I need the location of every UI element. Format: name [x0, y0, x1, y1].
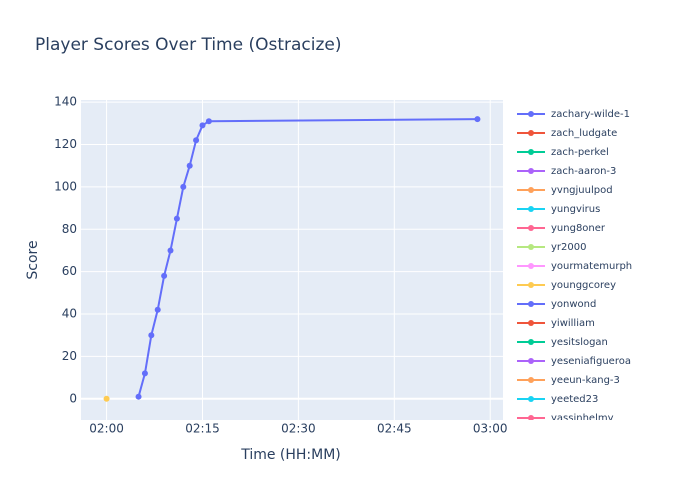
legend-marker	[528, 339, 534, 345]
y-tick-label: 140	[54, 95, 77, 109]
legend-marker	[528, 301, 534, 307]
y-tick-label: 20	[62, 349, 77, 363]
chart-title: Player Scores Over Time (Ostracize)	[35, 35, 342, 55]
legend-label: younggcorey	[551, 280, 616, 291]
point	[186, 162, 193, 169]
legend-label: zach-perkel	[551, 147, 609, 158]
point	[180, 183, 187, 190]
legend-marker	[528, 130, 534, 136]
point	[474, 116, 481, 123]
x-tick-label: 03:00	[473, 422, 508, 436]
legend-marker	[528, 225, 534, 231]
point	[103, 395, 110, 402]
legend-label: yeeun-kang-3	[551, 375, 620, 386]
legend-marker	[528, 244, 534, 250]
legend-marker	[528, 263, 534, 269]
legend-label: zachary-wilde-1	[551, 109, 630, 120]
y-tick-label: 80	[62, 222, 77, 236]
plot-area	[81, 100, 503, 420]
grid: 0 20 40 60 80 100 120 140 02:00 02:15 02:30 02:45 03…	[54, 95, 507, 436]
x-tick-label: 02:45	[377, 422, 412, 436]
legend-label: yung8oner	[551, 223, 606, 234]
legend-label: yungvirus	[551, 204, 600, 215]
y-tick-label: 100	[54, 179, 77, 193]
legend-marker	[528, 358, 534, 364]
point	[135, 393, 142, 400]
plot	[103, 116, 481, 402]
point	[161, 272, 168, 279]
point	[173, 215, 180, 222]
legend-marker	[528, 377, 534, 383]
legend-label: yr2000	[551, 242, 586, 253]
y-tick-label: 0	[69, 391, 77, 405]
legend-label: yonwond	[551, 299, 596, 310]
point	[141, 370, 148, 377]
legend: zachary-wilde-1 zach_ludgate zach-perkel za…	[517, 109, 632, 424]
point	[199, 122, 206, 129]
x-axis-title: Time (HH:MM)	[240, 447, 341, 463]
legend-label: yiwilliam	[551, 318, 595, 329]
legend-marker	[528, 415, 534, 420]
y-tick-label: 60	[62, 264, 77, 278]
legend-label: yesitslogan	[551, 337, 608, 348]
x-tick-label: 02:15	[185, 422, 220, 436]
legend-label: yeeted23	[551, 394, 598, 405]
point	[148, 332, 155, 339]
legend-marker	[528, 206, 534, 212]
y-axis-title: Score	[25, 240, 41, 279]
legend-label: yeseniafigueroa	[551, 356, 631, 367]
legend-marker	[528, 111, 534, 117]
legend-marker	[528, 282, 534, 288]
legend-marker	[528, 187, 534, 193]
legend-label: yassinhelmy	[551, 413, 614, 424]
legend-marker	[528, 168, 534, 174]
point	[154, 306, 161, 313]
x-tick-label: 02:30	[281, 422, 316, 436]
legend-marker	[528, 396, 534, 402]
legend-label: yvngjuulpod	[551, 185, 613, 196]
legend-label: zach_ludgate	[551, 128, 617, 139]
legend-label: zach-aaron-3	[551, 166, 616, 177]
legend-label: yourmatemurph	[551, 261, 632, 272]
y-tick-label: 40	[62, 307, 77, 321]
y-tick-label: 120	[54, 137, 77, 151]
legend-marker	[528, 149, 534, 155]
x-tick-label: 02:00	[89, 422, 124, 436]
legend-marker	[528, 320, 534, 326]
point	[205, 118, 212, 125]
point	[193, 137, 200, 144]
point	[167, 247, 174, 254]
